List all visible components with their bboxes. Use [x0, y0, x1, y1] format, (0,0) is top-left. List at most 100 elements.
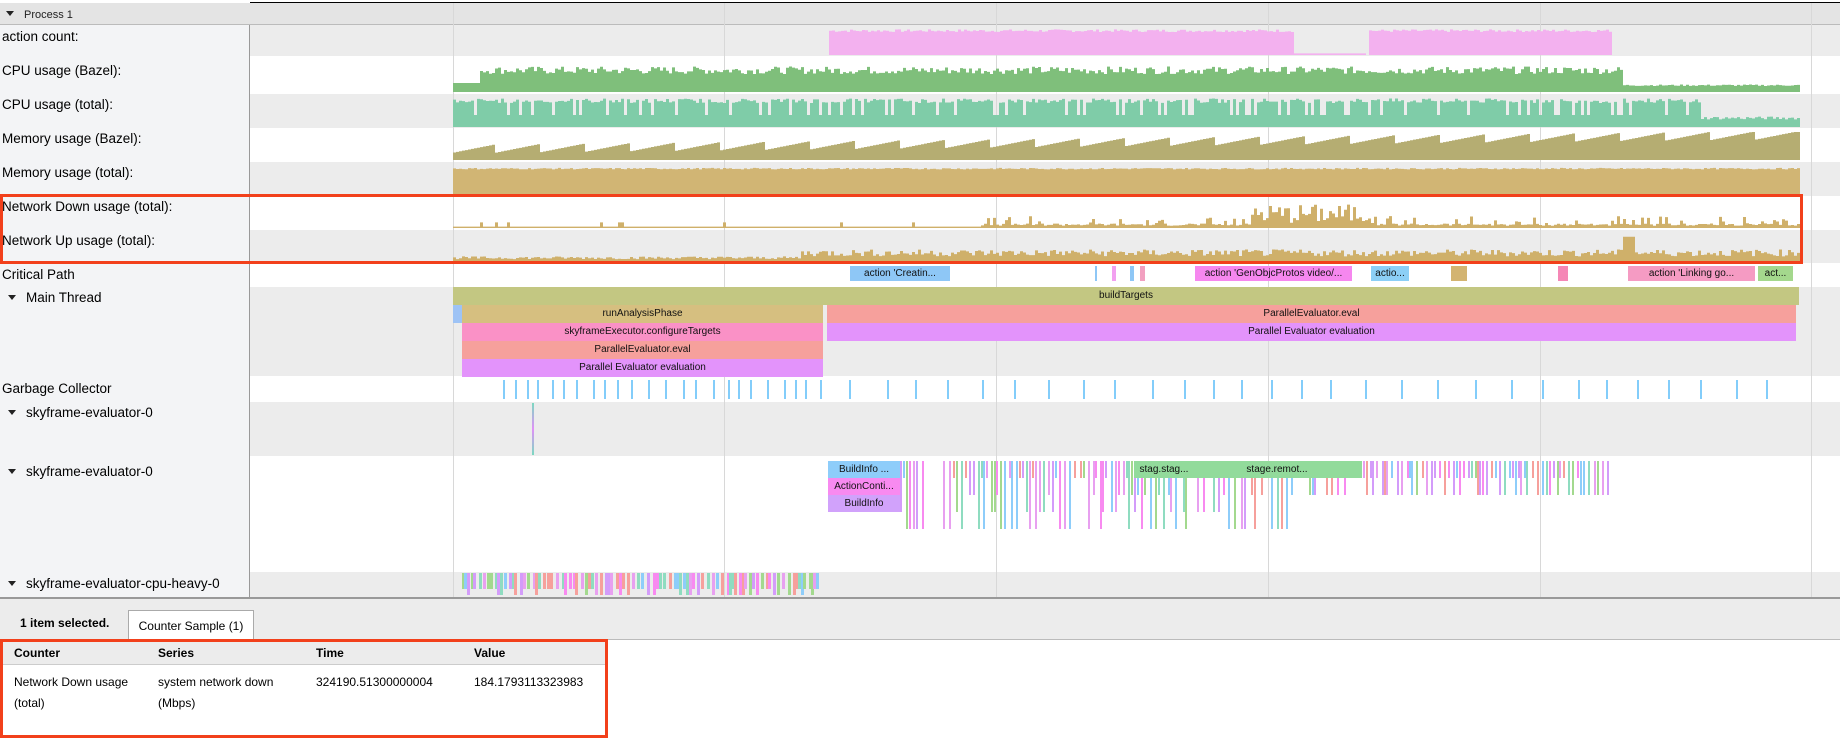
gc-event[interactable] [1184, 380, 1186, 399]
cpu-heavy-event[interactable] [619, 573, 622, 595]
sky2-event[interactable] [1115, 461, 1117, 512]
cpu-heavy-event[interactable] [677, 573, 680, 589]
sky2-event[interactable] [1291, 461, 1293, 495]
sky2-event[interactable] [1175, 461, 1177, 529]
sky2-event[interactable] [1144, 461, 1146, 495]
critical-path-slice[interactable]: action 'Linking go... [1628, 266, 1755, 281]
gc-event[interactable] [1152, 380, 1154, 399]
sky2-event[interactable] [1016, 461, 1018, 529]
sky2-event[interactable] [1391, 461, 1393, 478]
sky2-event[interactable] [1479, 461, 1481, 495]
cpu-heavy-event[interactable] [535, 573, 538, 595]
track-label-sky1[interactable]: skyframe-evaluator-0 [2, 405, 153, 420]
gc-event[interactable] [1475, 380, 1477, 399]
cpu-heavy-event[interactable] [464, 573, 467, 589]
sky2-event[interactable] [953, 461, 955, 478]
sky2-event[interactable] [1468, 461, 1470, 478]
sky2-event[interactable] [1105, 461, 1107, 478]
sky2-slice[interactable]: stage.remot... [1192, 461, 1362, 478]
sky2-event[interactable] [1384, 461, 1386, 495]
gc-event[interactable] [887, 380, 889, 399]
sky2-event[interactable] [1111, 461, 1113, 512]
sky2-event[interactable] [1170, 461, 1172, 512]
sky2-event[interactable] [1583, 461, 1585, 495]
sky2-event[interactable] [1158, 461, 1160, 495]
sky2-event[interactable] [1223, 461, 1225, 495]
sky2-event[interactable] [1123, 461, 1125, 495]
gc-event[interactable] [1213, 380, 1215, 399]
track-row[interactable] [250, 56, 1840, 94]
sky2-event[interactable] [1512, 461, 1514, 478]
sky2-event[interactable] [1401, 461, 1403, 495]
slice-parallel-evaluator-evaluation[interactable]: Parallel Evaluator evaluation [462, 359, 823, 377]
tab-counter-sample[interactable]: Counter Sample (1) [128, 610, 254, 641]
sky2-event[interactable] [1183, 461, 1185, 512]
sky2-event[interactable] [994, 461, 996, 512]
sky2-event[interactable] [943, 461, 945, 529]
cpu-heavy-event[interactable] [610, 573, 613, 595]
time-ruler[interactable] [250, 0, 1840, 3]
sky2-event[interactable] [1059, 461, 1061, 529]
sky2-event[interactable] [1607, 461, 1609, 495]
cpu-heavy-event[interactable] [487, 573, 490, 589]
cpu-heavy-event[interactable] [573, 573, 576, 589]
sky2-event[interactable] [1314, 461, 1316, 495]
track-row[interactable] [250, 94, 1840, 128]
sky2-event[interactable] [981, 461, 983, 478]
sky2-event[interactable] [1281, 461, 1283, 529]
sky2-event[interactable] [1602, 461, 1604, 495]
sky2-event[interactable] [1459, 461, 1461, 495]
gc-event[interactable] [795, 380, 797, 399]
sky2-event[interactable] [1549, 461, 1551, 495]
cpu-heavy-event[interactable] [683, 573, 686, 589]
sky2-event[interactable] [1580, 461, 1582, 495]
cpu-heavy-event[interactable] [813, 573, 816, 589]
cpu-heavy-event[interactable] [527, 573, 530, 589]
slice[interactable] [453, 305, 462, 323]
gc-event[interactable] [537, 380, 539, 399]
sky2-slice[interactable]: BuildInfo ... [828, 461, 900, 478]
sky2-event[interactable] [1588, 461, 1590, 495]
cpu-heavy-event[interactable] [716, 573, 719, 589]
sky2-event[interactable] [1022, 461, 1024, 478]
cpu-heavy-event[interactable] [686, 573, 689, 595]
sky2-event[interactable] [1532, 461, 1534, 478]
sky2-event[interactable] [909, 461, 911, 529]
gc-event[interactable] [552, 380, 554, 399]
cpu-heavy-event[interactable] [523, 573, 526, 589]
sky2-event[interactable] [1134, 461, 1136, 512]
gc-event[interactable] [515, 380, 517, 399]
sky2-event[interactable] [1416, 461, 1418, 495]
sky2-event[interactable] [1453, 461, 1455, 495]
sky2-event[interactable] [1218, 461, 1220, 512]
cpu-heavy-event[interactable] [752, 573, 755, 589]
grid-line[interactable] [1811, 3, 1812, 597]
gc-event[interactable] [563, 380, 565, 399]
sky2-event[interactable] [1563, 461, 1565, 478]
gc-event[interactable] [1241, 380, 1243, 399]
cpu-heavy-event[interactable] [605, 573, 608, 595]
sky2-event[interactable] [983, 461, 985, 529]
slice-parallel-evaluator-eval[interactable]: ParallelEvaluator.eval [827, 305, 1796, 323]
sky2-slice[interactable]: ActionConti... [828, 478, 900, 495]
gc-event[interactable] [947, 380, 949, 399]
cpu-heavy-event[interactable] [674, 573, 677, 589]
cpu-heavy-event[interactable] [479, 573, 482, 589]
gc-event[interactable] [1578, 380, 1580, 399]
cpu-heavy-event[interactable] [811, 573, 814, 595]
sky2-event[interactable] [1411, 461, 1413, 495]
sky2-event[interactable] [1594, 461, 1596, 495]
sky2-event[interactable] [1131, 461, 1133, 495]
column-counter[interactable]: Counter [14, 646, 60, 660]
critical-path-slice[interactable]: actio... [1371, 266, 1409, 281]
sky2-event[interactable] [1553, 461, 1555, 478]
gc-event[interactable] [849, 380, 851, 399]
sky2-event[interactable] [1370, 461, 1372, 478]
expand-icon[interactable] [8, 469, 16, 474]
sky2-event[interactable] [1526, 461, 1528, 495]
cpu-heavy-event[interactable] [744, 573, 747, 589]
sky2-event[interactable] [1382, 461, 1384, 495]
cpu-heavy-event[interactable] [782, 573, 785, 589]
sky2-event[interactable] [1504, 461, 1506, 495]
cpu-heavy-event[interactable] [569, 573, 572, 589]
